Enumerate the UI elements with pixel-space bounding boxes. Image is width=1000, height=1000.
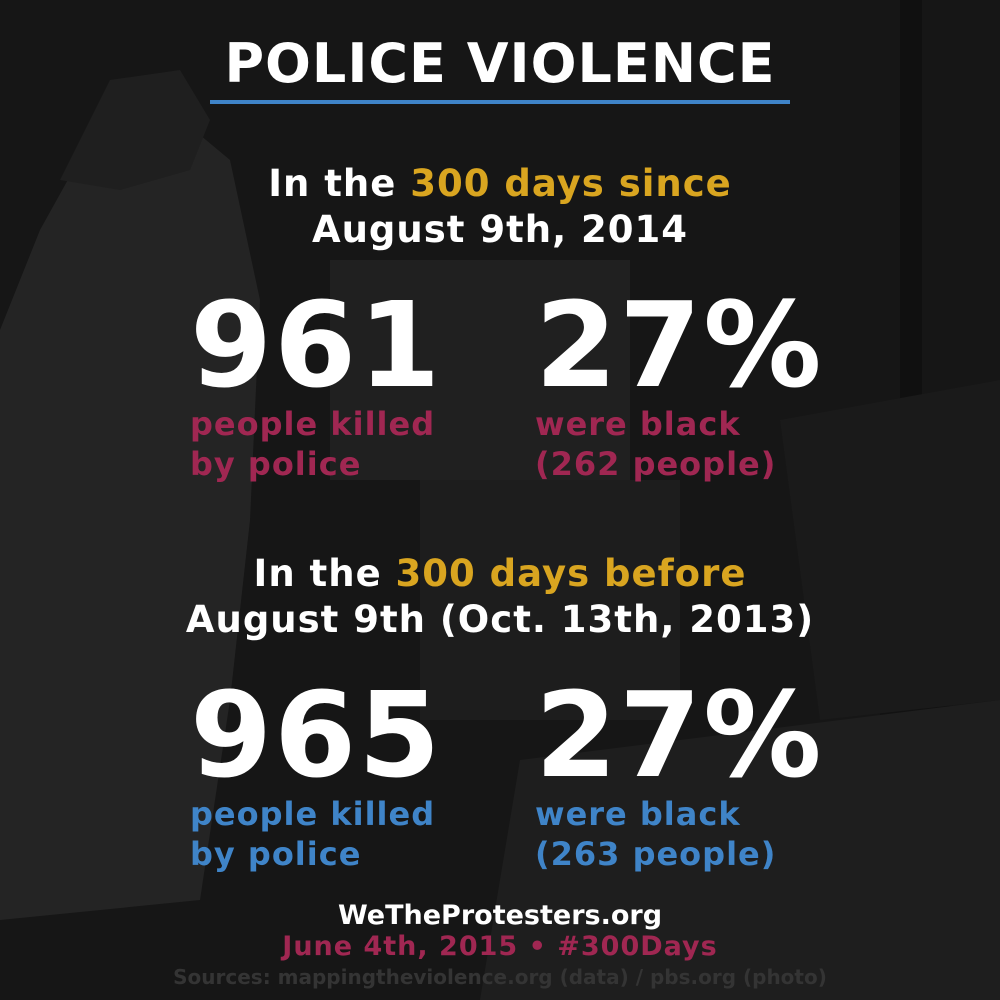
section2-heading-prefix: In the (253, 552, 396, 595)
section1-black-caption-line1: were black (535, 405, 741, 443)
section1-heading-line1: In the 300 days since (0, 162, 1000, 205)
section1-killed-caption-line2: by police (190, 445, 362, 483)
footer-sources: Sources: mappingtheviolence.org (data) /… (173, 965, 827, 989)
section1-heading-prefix: In the (268, 162, 411, 205)
section2-black-caption-line2: (263 people) (535, 835, 777, 873)
section2-black-percent: 27% (535, 666, 824, 804)
section2-heading-line1: In the 300 days before (0, 552, 1000, 595)
section1-black-percent: 27% (535, 276, 824, 414)
footer-site: WeTheProtesters.org (337, 900, 663, 931)
section2-killed-number: 965 (190, 666, 443, 804)
section1-stat-killed: 961 people killed by police (190, 286, 570, 484)
footer-date-tag: June 4th, 2015 • #300Days (282, 931, 718, 962)
section2-killed-caption-line2: by police (190, 835, 362, 873)
section2-heading-highlight: 300 days before (395, 552, 747, 595)
section1-heading-line2: August 9th, 2014 (311, 208, 689, 251)
section2-stat-killed: 965 people killed by police (190, 676, 570, 874)
title-underline (210, 100, 790, 104)
section1-heading-highlight: 300 days since (410, 162, 732, 205)
page-title: POLICE VIOLENCE (224, 32, 776, 95)
section2-stat-black: 27% were black (263 people) (535, 676, 915, 874)
section1-stat-black: 27% were black (262 people) (535, 286, 915, 484)
section1-killed-number: 961 (190, 276, 443, 414)
section1-black-caption-line2: (262 people) (535, 445, 777, 483)
section2-killed-caption-line1: people killed (190, 795, 436, 833)
section2-black-caption-line1: were black (535, 795, 741, 833)
section1-killed-caption-line1: people killed (190, 405, 436, 443)
section2-heading-line2: August 9th (Oct. 13th, 2013) (185, 598, 815, 641)
